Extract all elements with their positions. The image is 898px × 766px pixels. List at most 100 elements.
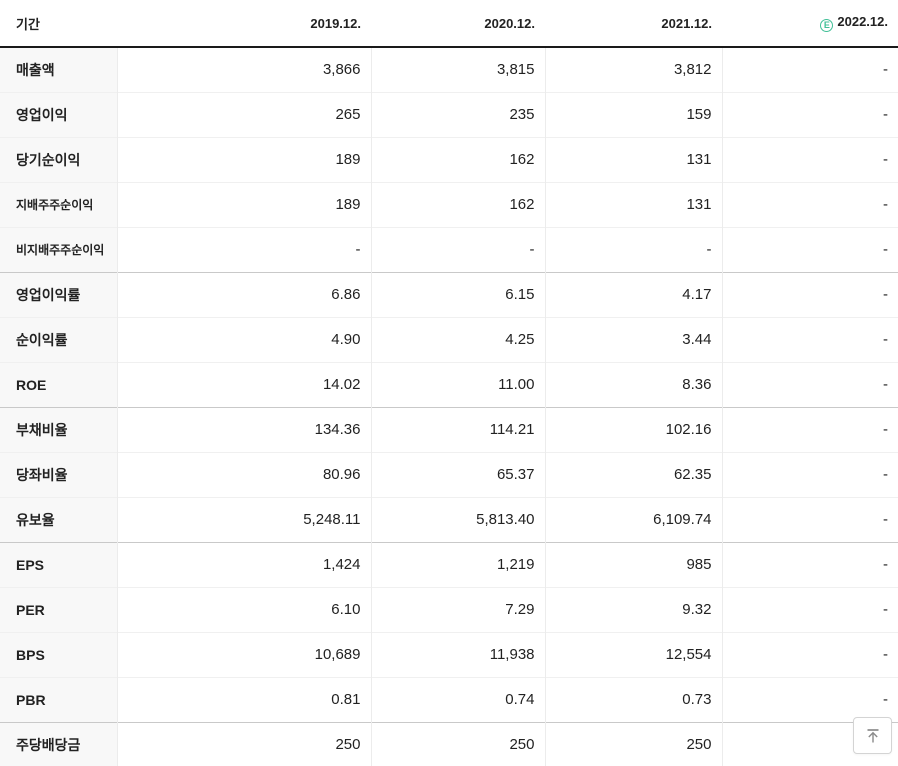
column-header-2022-label: 2022.12. bbox=[837, 14, 888, 29]
cell-value: 134.36 bbox=[116, 406, 371, 452]
header-row: 기간 2019.12. 2020.12. 2021.12. E 2022.12. bbox=[0, 0, 898, 48]
cell-value: 250 bbox=[544, 721, 722, 766]
cell-value: - bbox=[721, 586, 898, 632]
cell-value: - bbox=[721, 406, 898, 452]
cell-value: 7.29 bbox=[370, 586, 545, 632]
cell-value: - bbox=[370, 226, 545, 272]
table-row: 지배주주순이익 189 162 131- bbox=[0, 181, 898, 227]
cell-value: 235 bbox=[370, 91, 545, 137]
table-row: PBR 0.81 0.74 0.73- bbox=[0, 676, 898, 722]
cell-value: - bbox=[721, 181, 898, 227]
row-label: EPS bbox=[0, 541, 117, 587]
row-label: 매출액 bbox=[0, 46, 117, 92]
cell-value: 12,554 bbox=[544, 631, 722, 677]
table-row: 유보율 5,248.11 5,813.40 6,109.74- bbox=[0, 496, 898, 542]
row-label: BPS bbox=[0, 631, 117, 677]
cell-value: 162 bbox=[370, 181, 545, 227]
cell-value: 11,938 bbox=[370, 631, 545, 677]
cell-value: - bbox=[116, 226, 371, 272]
cell-value: - bbox=[721, 676, 898, 722]
cell-value: 250 bbox=[116, 721, 371, 766]
cell-value: 159 bbox=[544, 91, 722, 137]
row-label: PER bbox=[0, 586, 117, 632]
table-row: EPS 1,424 1,219 985- bbox=[0, 541, 898, 587]
cell-value: 5,813.40 bbox=[370, 496, 545, 542]
row-label: 당좌비율 bbox=[0, 451, 117, 497]
cell-value: 4.90 bbox=[116, 316, 371, 362]
arrow-up-to-top-icon bbox=[867, 728, 878, 742]
cell-value: 131 bbox=[544, 181, 722, 227]
cell-value: - bbox=[721, 136, 898, 182]
row-label: ROE bbox=[0, 361, 117, 407]
cell-value: 3,866 bbox=[116, 46, 371, 92]
cell-value: - bbox=[544, 226, 722, 272]
cell-value: - bbox=[721, 631, 898, 677]
row-label: 부채비율 bbox=[0, 406, 117, 452]
cell-value: 65.37 bbox=[370, 451, 545, 497]
cell-value: 250 bbox=[370, 721, 545, 766]
cell-value: - bbox=[721, 316, 898, 362]
cell-value: 102.16 bbox=[544, 406, 722, 452]
row-label: 영업이익률 bbox=[0, 271, 117, 317]
row-label: 유보율 bbox=[0, 496, 117, 542]
cell-value: 4.17 bbox=[544, 271, 722, 317]
row-label: PBR bbox=[0, 676, 117, 722]
cell-value: 114.21 bbox=[370, 406, 545, 452]
cell-value: 189 bbox=[116, 136, 371, 182]
cell-value: 62.35 bbox=[544, 451, 722, 497]
cell-value: 10,689 bbox=[116, 631, 371, 677]
column-header-2022-estimate: E 2022.12. bbox=[722, 0, 898, 48]
cell-value: - bbox=[721, 361, 898, 407]
cell-value: - bbox=[721, 541, 898, 587]
cell-value: - bbox=[721, 496, 898, 542]
cell-value: 6.15 bbox=[370, 271, 545, 317]
cell-value: - bbox=[721, 91, 898, 137]
estimate-icon: E bbox=[820, 19, 834, 32]
cell-value: 9.32 bbox=[544, 586, 722, 632]
table-header: 기간 2019.12. 2020.12. 2021.12. E 2022.12. bbox=[0, 0, 898, 48]
table-row: 영업이익률 6.86 6.15 4.17- bbox=[0, 271, 898, 317]
table-row: 당기순이익 189 162 131- bbox=[0, 136, 898, 182]
cell-value: 162 bbox=[370, 136, 545, 182]
cell-value: 80.96 bbox=[116, 451, 371, 497]
column-header-2021: 2021.12. bbox=[545, 0, 722, 48]
column-header-2020: 2020.12. bbox=[371, 0, 545, 48]
cell-value: - bbox=[721, 46, 898, 92]
cell-value: 3,812 bbox=[544, 46, 722, 92]
table-row: 순이익률 4.90 4.25 3.44- bbox=[0, 316, 898, 362]
cell-value: - bbox=[721, 451, 898, 497]
cell-value: 265 bbox=[116, 91, 371, 137]
cell-value: 1,219 bbox=[370, 541, 545, 587]
row-label: 주당배당금 bbox=[0, 721, 117, 766]
table-row: 부채비율 134.36 114.21 102.16- bbox=[0, 406, 898, 452]
table-row: 당좌비율 80.96 65.37 62.35- bbox=[0, 451, 898, 497]
table-row: BPS 10,689 11,938 12,554- bbox=[0, 631, 898, 677]
cell-value: 11.00 bbox=[370, 361, 545, 407]
cell-value: 131 bbox=[544, 136, 722, 182]
cell-value: 0.81 bbox=[116, 676, 371, 722]
cell-value: 14.02 bbox=[116, 361, 371, 407]
table-body: 매출액 3,866 3,815 3,812- 영업이익 265 235 159- 당기순이익 18… bbox=[0, 46, 898, 766]
row-label: 지배주주순이익 bbox=[0, 181, 117, 227]
cell-value: 4.25 bbox=[370, 316, 545, 362]
scroll-to-top-button[interactable] bbox=[853, 717, 892, 754]
table-row: 영업이익 265 235 159- bbox=[0, 91, 898, 137]
cell-value: 1,424 bbox=[116, 541, 371, 587]
table-row: 매출액 3,866 3,815 3,812- bbox=[0, 46, 898, 92]
row-label: 비지배주주순이익 bbox=[0, 226, 117, 272]
table-row: 비지배주주순이익 - - - - bbox=[0, 226, 898, 272]
cell-value: - bbox=[721, 271, 898, 317]
row-label: 영업이익 bbox=[0, 91, 117, 137]
row-label: 당기순이익 bbox=[0, 136, 117, 182]
cell-value: 5,248.11 bbox=[116, 496, 371, 542]
column-header-2019: 2019.12. bbox=[117, 0, 371, 48]
cell-value: 0.74 bbox=[370, 676, 545, 722]
period-header-label: 기간 bbox=[0, 0, 117, 48]
cell-value: 189 bbox=[116, 181, 371, 227]
cell-value: - bbox=[721, 226, 898, 272]
row-label: 순이익률 bbox=[0, 316, 117, 362]
cell-value: 985 bbox=[544, 541, 722, 587]
cell-value: 0.73 bbox=[544, 676, 722, 722]
